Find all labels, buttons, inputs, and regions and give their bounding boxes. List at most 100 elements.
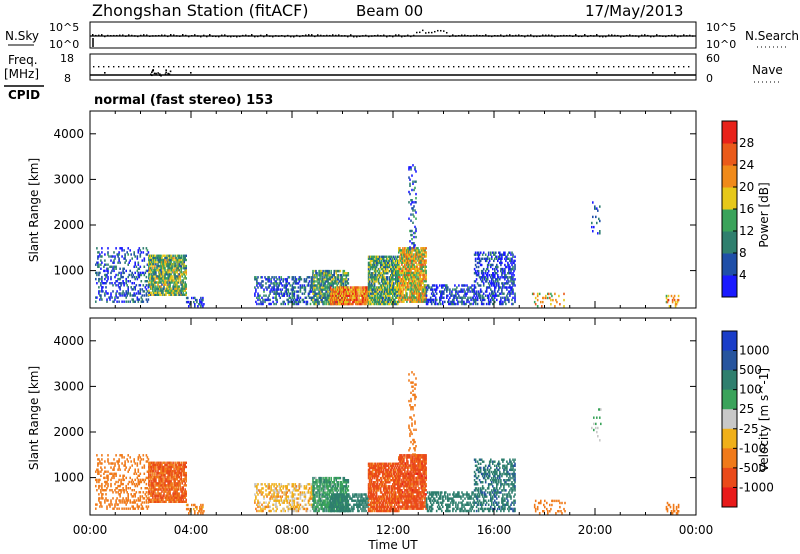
data-cell xyxy=(411,298,413,301)
data-cell xyxy=(264,298,266,302)
data-cell xyxy=(324,269,326,273)
data-cell xyxy=(255,290,257,293)
data-cell xyxy=(425,275,427,279)
data-cell xyxy=(407,286,409,289)
data-cell xyxy=(107,476,109,480)
data-cell xyxy=(143,464,146,467)
data-cell xyxy=(491,257,493,260)
data-cell xyxy=(170,271,172,274)
data-cell xyxy=(423,298,425,301)
data-cell xyxy=(291,290,294,293)
data-cell xyxy=(469,286,471,289)
data-cell xyxy=(401,290,403,293)
data-cell xyxy=(493,276,495,279)
data-cell xyxy=(97,458,99,461)
data-cell xyxy=(325,298,327,302)
data-cell xyxy=(171,289,173,292)
data-cell xyxy=(430,302,433,306)
data-cell xyxy=(421,253,423,256)
data-cell xyxy=(125,269,127,273)
data-cell xyxy=(411,255,413,258)
nave-point xyxy=(413,66,415,68)
data-cell xyxy=(174,277,176,280)
data-cell xyxy=(303,288,306,291)
data-cell xyxy=(478,261,481,265)
data-cell xyxy=(171,269,173,272)
data-cell xyxy=(330,282,332,285)
data-cell xyxy=(171,267,173,270)
data-cell xyxy=(332,302,335,306)
data-cell xyxy=(410,199,412,202)
data-cell xyxy=(166,277,168,280)
data-cell xyxy=(156,256,158,260)
data-cell xyxy=(136,277,139,281)
data-cell xyxy=(148,260,150,264)
data-cell xyxy=(165,273,167,276)
data-cell xyxy=(368,282,371,285)
data-cell xyxy=(150,275,152,278)
data-cell xyxy=(269,284,271,287)
data-cell xyxy=(345,290,347,293)
noise-point xyxy=(620,35,622,38)
data-cell xyxy=(164,262,166,266)
data-cell xyxy=(287,276,290,279)
data-cell xyxy=(149,262,151,266)
data-cell xyxy=(401,263,403,266)
data-cell xyxy=(142,454,145,457)
data-cell xyxy=(468,300,470,304)
data-cell xyxy=(336,280,338,283)
data-cell xyxy=(369,300,372,304)
data-cell xyxy=(131,282,133,285)
data-cell xyxy=(173,287,175,290)
data-cell xyxy=(328,278,330,281)
data-cell xyxy=(410,275,412,279)
data-cell xyxy=(124,462,126,465)
data-cell xyxy=(154,494,156,497)
data-cell xyxy=(166,291,168,294)
data-cell xyxy=(175,283,177,286)
data-cell xyxy=(143,265,146,268)
data-cell xyxy=(424,288,426,291)
data-cell xyxy=(142,271,145,275)
data-cell xyxy=(389,280,391,283)
data-cell xyxy=(167,262,169,266)
data-cell xyxy=(415,249,417,252)
data-cell xyxy=(104,489,106,492)
data-cell xyxy=(382,280,385,283)
data-cell xyxy=(386,276,389,279)
data-cell xyxy=(423,275,425,279)
data-cell xyxy=(138,247,141,250)
data-cell xyxy=(421,265,423,268)
nave-point xyxy=(618,66,620,68)
data-cell xyxy=(119,277,121,281)
data-cell xyxy=(514,265,516,269)
data-cell xyxy=(383,292,386,295)
data-cell xyxy=(285,288,287,291)
data-cell xyxy=(318,288,320,291)
data-cell xyxy=(105,273,107,277)
data-cell xyxy=(178,273,180,276)
data-cell xyxy=(159,264,161,268)
data-cell xyxy=(351,292,353,295)
data-cell xyxy=(116,280,118,283)
data-cell xyxy=(149,500,151,503)
data-cell xyxy=(384,294,387,297)
data-cell xyxy=(313,296,315,299)
data-cell xyxy=(362,294,364,297)
data-cell xyxy=(258,296,260,299)
data-cell xyxy=(397,294,399,297)
data-cell xyxy=(113,468,115,471)
noise-point xyxy=(602,35,604,38)
data-cell xyxy=(383,265,386,269)
data-cell xyxy=(295,302,298,306)
data-cell xyxy=(371,300,374,304)
data-cell xyxy=(298,280,301,283)
noise-point xyxy=(164,34,166,37)
data-cell xyxy=(320,269,322,273)
data-cell xyxy=(294,300,297,304)
data-cell xyxy=(150,500,152,503)
data-cell xyxy=(348,302,350,306)
data-cell xyxy=(418,267,420,270)
data-cell xyxy=(105,480,107,484)
data-cell xyxy=(379,272,382,275)
